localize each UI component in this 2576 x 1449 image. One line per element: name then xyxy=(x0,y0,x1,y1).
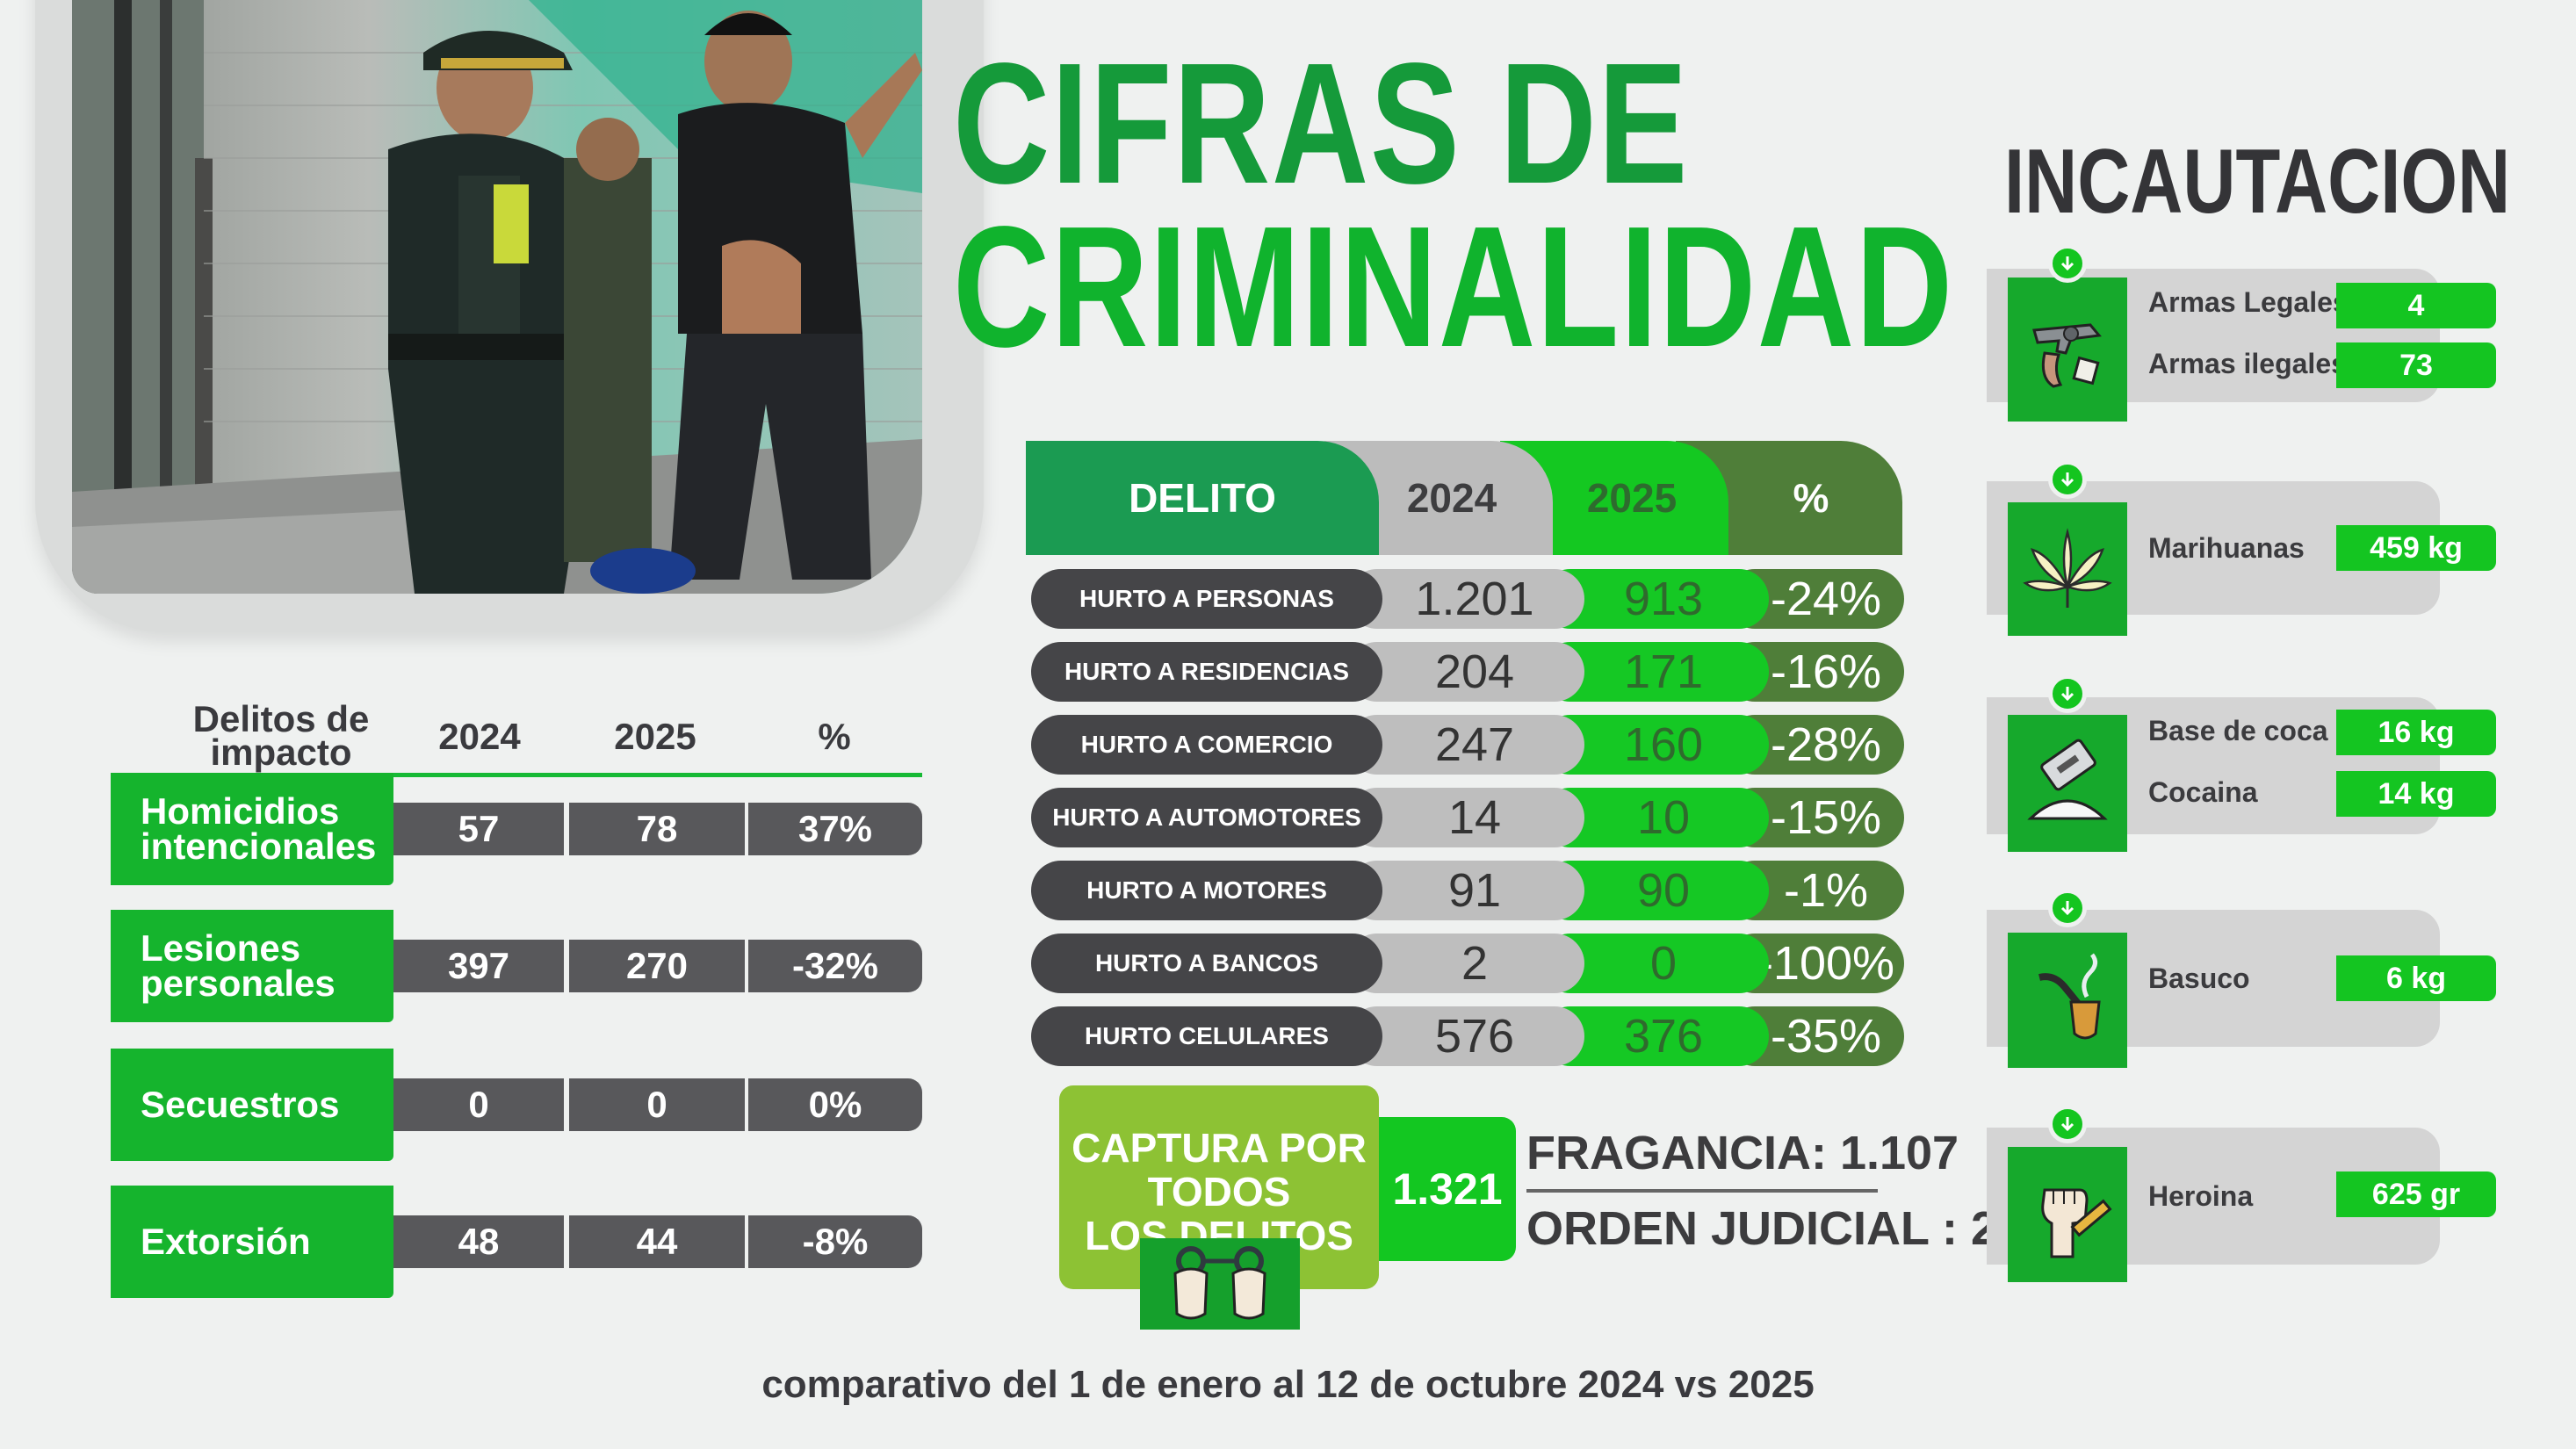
impacto-row-label: Secuestros xyxy=(111,1049,393,1161)
revolver-icon xyxy=(2008,278,2127,422)
impacto-row-2025: 78 xyxy=(569,803,745,855)
arrow-down-icon xyxy=(2048,1105,2087,1143)
incautacion-value: 73 xyxy=(2336,342,2496,388)
delito-name: HURTO A BANCOS xyxy=(1031,934,1382,993)
incautacion-label: Armas Legales xyxy=(2148,286,2349,318)
incautacion-label: Base de coca xyxy=(2148,715,2328,746)
incautacion-value: 16 kg xyxy=(2336,710,2496,755)
delito-pct: -28% xyxy=(1725,715,1904,775)
table-row: HURTO A MOTORES 91 90 -1% xyxy=(1031,861,1904,920)
incautacion-label: Cocaina xyxy=(2148,776,2258,808)
impacto-row-2025: 270 xyxy=(569,940,745,992)
delito-name: HURTO A COMERCIO xyxy=(1031,715,1382,775)
title-line-1: CIFRAS DE xyxy=(953,27,1689,220)
impacto-row-pct: -8% xyxy=(748,1215,922,1268)
incautacion-label: Basuco xyxy=(2148,962,2250,994)
impacto-row-label: Extorsión xyxy=(111,1186,393,1298)
impacto-row-pct: 0% xyxy=(748,1078,922,1131)
impacto-row-2025: 0 xyxy=(569,1078,745,1131)
delito-name: HURTO A PERSONAS xyxy=(1031,569,1382,629)
arrow-down-icon xyxy=(2048,889,2087,927)
impacto-row-label: Homicidios intencionales xyxy=(111,773,393,885)
main-title: CIFRAS DE CRIMINALIDAD xyxy=(953,27,1954,383)
delito-2024: 204 xyxy=(1347,642,1584,702)
captura-divider xyxy=(1526,1189,1878,1193)
impacto-header-pct: % xyxy=(818,716,851,757)
delitos-table-header: DELITO 2024 2025 % xyxy=(1026,441,1902,555)
delitos-header-delito: DELITO xyxy=(1026,441,1379,555)
delito-2024: 576 xyxy=(1347,1006,1584,1066)
fist-syringe-icon xyxy=(2008,1147,2127,1282)
incautacion-label: Heroina xyxy=(2148,1180,2254,1212)
table-row: HURTO A RESIDENCIAS 204 171 -16% xyxy=(1031,642,1904,702)
table-row: HURTO A PERSONAS 1.201 913 -24% xyxy=(1031,569,1904,629)
incautacion-label: Marihuanas xyxy=(2148,532,2305,564)
captura-label-line-1: CAPTURA POR TODOS xyxy=(1072,1125,1367,1215)
delito-name: HURTO A MOTORES xyxy=(1031,861,1382,920)
captura-label-box: CAPTURA POR TODOS LOS DELITOS xyxy=(1059,1085,1379,1289)
table-row: HURTO A BANCOS 2 0 -100% xyxy=(1031,934,1904,993)
captura-fragancia: FRAGANCIA: 1.107 xyxy=(1526,1127,1959,1179)
cannabis-leaf-icon xyxy=(2008,502,2127,636)
impacto-row-2024: 48 xyxy=(393,1215,564,1268)
smoking-pipe-icon xyxy=(2008,933,2127,1068)
delito-name: HURTO A RESIDENCIAS xyxy=(1031,642,1382,702)
arrow-down-icon xyxy=(2048,460,2087,499)
incautacion-value: 6 kg xyxy=(2336,955,2496,1001)
impacto-row-pct: -32% xyxy=(748,940,922,992)
incautacion-value: 4 xyxy=(2336,283,2496,328)
title-line-2: CRIMINALIDAD xyxy=(953,191,1954,383)
impacto-header-category: Delitos de impacto xyxy=(192,698,370,773)
incautacion-value: 625 gr xyxy=(2336,1171,2496,1217)
incautacion-label: Armas ilegales xyxy=(2148,348,2347,379)
incautacion-value: 459 kg xyxy=(2336,525,2496,571)
delito-2024: 247 xyxy=(1347,715,1584,775)
table-row: HURTO CELULARES 576 376 -35% xyxy=(1031,1006,1904,1066)
footer-note: comparativo del 1 de enero al 12 de octu… xyxy=(761,1363,1815,1406)
impacto-row-2025: 44 xyxy=(569,1215,745,1268)
impacto-row-2024: 57 xyxy=(393,803,564,855)
impacto-row-2024: 397 xyxy=(393,940,564,992)
police-search-photo xyxy=(72,0,922,594)
impacto-header-rule xyxy=(111,773,922,777)
delito-name: HURTO CELULARES xyxy=(1031,1006,1382,1066)
delito-2024: 1.201 xyxy=(1347,569,1584,629)
delito-2024: 91 xyxy=(1347,861,1584,920)
delito-name: HURTO A AUTOMOTORES xyxy=(1031,788,1382,847)
arrow-down-icon xyxy=(2048,244,2087,283)
incautacion-value: 14 kg xyxy=(2336,771,2496,817)
delito-2024: 14 xyxy=(1347,788,1584,847)
impacto-row-label: Lesiones personales xyxy=(111,910,393,1022)
arrow-down-icon xyxy=(2048,674,2087,713)
table-row: HURTO A AUTOMOTORES 14 10 -15% xyxy=(1031,788,1904,847)
delito-2024: 2 xyxy=(1347,934,1584,993)
impacto-header-2024: 2024 xyxy=(438,716,521,757)
incautacion-title: INCAUTACION xyxy=(2004,131,2511,233)
impacto-row-2024: 0 xyxy=(393,1078,564,1131)
razor-powder-icon xyxy=(2008,715,2127,852)
impacto-header-2025: 2025 xyxy=(614,716,696,757)
impacto-row-pct: 37% xyxy=(748,803,922,855)
delito-2025: 913 xyxy=(1541,569,1769,629)
table-row: HURTO A COMERCIO 247 160 -28% xyxy=(1031,715,1904,775)
captura-total: 1.321 xyxy=(1379,1117,1516,1261)
handcuffs-icon xyxy=(1140,1238,1300,1330)
delito-2025: 376 xyxy=(1541,1006,1769,1066)
captura-orden-judicial: ORDEN JUDICIAL : 214 xyxy=(1526,1202,2051,1255)
